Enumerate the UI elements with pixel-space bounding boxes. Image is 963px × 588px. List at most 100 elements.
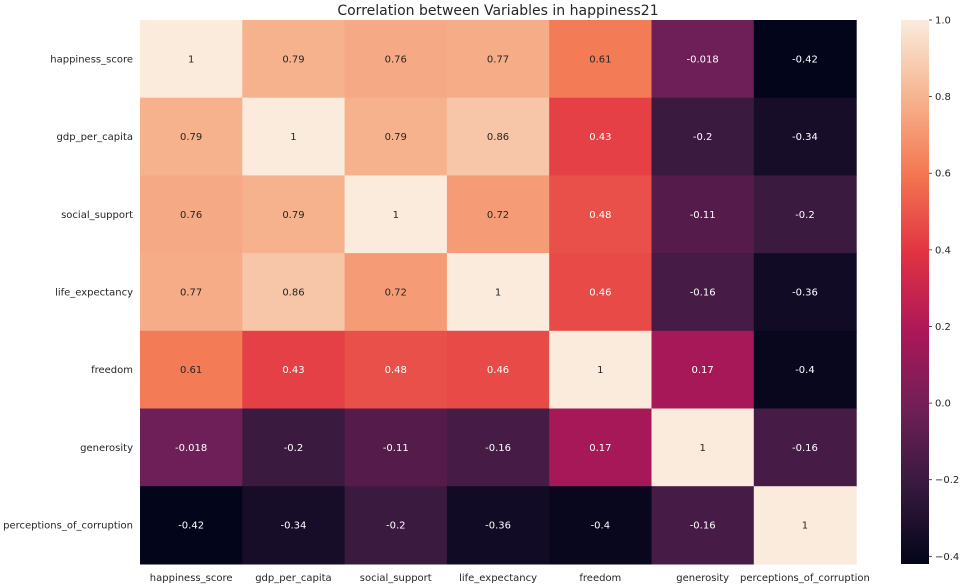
cell-value-label: 0.17 (589, 443, 611, 454)
heatmap-cell (242, 408, 346, 487)
colorbar (901, 20, 929, 564)
y-tick-labels: happiness_score gdp_per_capita social_supp… (3, 54, 133, 531)
heatmap-cell (344, 175, 448, 254)
cell-value-label: 0.48 (589, 210, 611, 221)
x-tick-labels: happiness_score gdp_per_capita social_supp… (150, 573, 870, 584)
heatmap-cell (446, 486, 550, 565)
cell-value-label: 0.76 (385, 54, 407, 65)
colorbar-ticks: −0.4 −0.2 0.0 0.2 0.4 0.6 0.8 1.0 (929, 16, 959, 563)
cell-value-label: -0.42 (178, 521, 204, 532)
y-tick-label: gdp_per_capita (57, 132, 133, 143)
cell-value-label: -0.16 (792, 443, 818, 454)
cell-value-label: -0.2 (693, 132, 713, 143)
x-tick-label: freedom (579, 573, 621, 584)
heatmap-cell (549, 20, 653, 99)
heatmap-cell (549, 97, 653, 176)
cell-value-label: 0.43 (282, 365, 304, 376)
cell-value-label: 0.46 (589, 287, 611, 298)
heatmap-cell (753, 20, 857, 99)
cell-value-label: -0.36 (792, 287, 818, 298)
cell-value-label: 0.46 (487, 365, 509, 376)
colorbar-tick-label: −0.2 (935, 475, 959, 486)
heatmap-cell (344, 253, 448, 332)
heatmap-cell (140, 253, 243, 332)
cell-value-label: -0.11 (383, 443, 409, 454)
cell-value-label: 1 (188, 54, 194, 65)
cell-value-label: 1 (495, 287, 501, 298)
cell-value-label: 0.77 (487, 54, 509, 65)
cell-value-label: 1 (802, 521, 808, 532)
heatmap-cell (651, 330, 755, 410)
cell-value-label: -0.42 (792, 54, 818, 65)
y-tick-label: happiness_score (50, 54, 133, 65)
y-tick-label: perceptions_of_corruption (3, 521, 133, 532)
cell-value-label: -0.16 (690, 287, 716, 298)
cell-value-label: 0.77 (180, 287, 202, 298)
colorbar-tick-label: −0.4 (935, 552, 959, 563)
y-tick-label: social_support (61, 210, 133, 221)
cell-value-label: -0.36 (485, 521, 511, 532)
cell-value-label: 0.79 (282, 210, 304, 221)
x-tick-label: gdp_per_capita (255, 573, 331, 584)
heatmap-cell (549, 408, 653, 487)
heatmap-cell (651, 408, 755, 487)
cell-value-label: 0.61 (589, 54, 611, 65)
cell-value-label: 0.86 (487, 132, 509, 143)
heatmap-cell (140, 408, 243, 487)
heatmap-cell (753, 330, 857, 410)
heatmap-cell (140, 175, 243, 254)
heatmap-cell (446, 330, 550, 410)
cell-value-label: -0.2 (795, 210, 815, 221)
heatmap-cell (446, 20, 550, 99)
cell-value-label: -0.16 (485, 443, 511, 454)
heatmap-cell (549, 253, 653, 332)
x-tick-label: generosity (676, 573, 729, 584)
y-tick-label: life_expectancy (55, 287, 133, 298)
heatmap-cell (446, 175, 550, 254)
x-tick-label: life_expectancy (459, 573, 537, 584)
cell-value-label: 0.86 (282, 287, 304, 298)
colorbar-tick-label: 0.8 (935, 92, 951, 103)
cell-value-label: -0.16 (690, 521, 716, 532)
cell-value-label: 1 (597, 365, 603, 376)
heatmap-cell (242, 175, 346, 254)
heatmap-cell (242, 20, 346, 99)
cell-value-label: 0.79 (385, 132, 407, 143)
y-tick-label: freedom (91, 365, 133, 376)
colorbar-tick-label: 1.0 (935, 16, 951, 27)
heatmap-cell (344, 408, 448, 487)
heatmap-cell (651, 175, 755, 254)
cell-value-label: 0.48 (385, 365, 407, 376)
cell-value-label: -0.2 (386, 521, 406, 532)
heatmap-cell (242, 486, 346, 565)
heatmap-cell (651, 253, 755, 332)
cell-value-label: 0.76 (180, 210, 202, 221)
heatmap-cell (549, 486, 653, 565)
cell-value-label: 1 (699, 443, 705, 454)
heatmap-cell (140, 97, 243, 176)
heatmap-cell (753, 408, 857, 487)
heatmap-cell (140, 330, 243, 410)
heatmap-cell (242, 330, 346, 410)
heatmap-cell (344, 486, 448, 565)
heatmap-cell (344, 20, 448, 99)
heatmap-cell (446, 97, 550, 176)
cell-value-label: 0.72 (385, 287, 407, 298)
cell-value-label: 0.61 (180, 365, 202, 376)
cell-value-label: -0.34 (281, 521, 307, 532)
cell-value-label: -0.018 (687, 54, 719, 65)
cell-value-label: 0.72 (487, 210, 509, 221)
cell-value-label: 0.17 (692, 365, 714, 376)
colorbar-tick-label: 0.4 (935, 245, 951, 256)
heatmap-cell (140, 20, 243, 99)
cell-value-label: -0.11 (690, 210, 716, 221)
heatmap-cell (549, 175, 653, 254)
cell-value-label: -0.34 (792, 132, 818, 143)
heatmap-cells: 1 0.79 0.76 0.77 0.61 -0.018 -0.42 0.79 1 0.79 0.8… (140, 20, 857, 565)
heatmap-cell (651, 486, 755, 565)
heatmap-cell (651, 97, 755, 176)
heatmap-cell (753, 97, 857, 176)
cell-value-label: 1 (290, 132, 296, 143)
cell-value-label: -0.4 (591, 521, 611, 532)
